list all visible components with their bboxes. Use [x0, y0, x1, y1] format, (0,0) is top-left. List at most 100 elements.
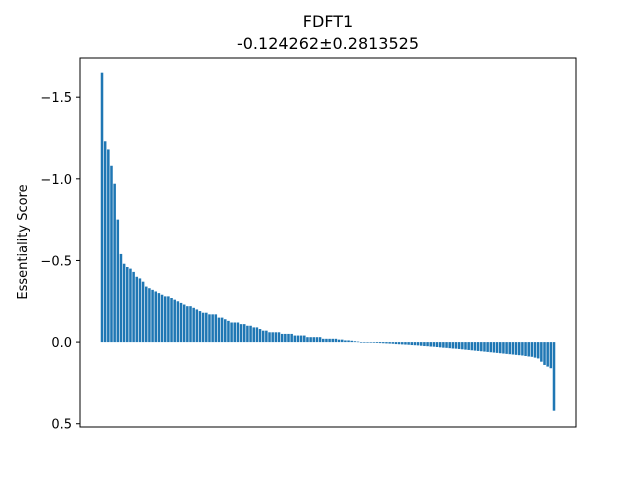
chart-subtitle: -0.124262±0.2813525 [237, 34, 419, 53]
bar [438, 342, 442, 348]
bar [328, 338, 331, 343]
bar [198, 311, 202, 343]
bar [299, 335, 303, 343]
bar [344, 340, 347, 343]
bar [173, 299, 176, 343]
bar [261, 330, 265, 343]
bar [476, 342, 480, 351]
bar [214, 314, 218, 343]
bar [499, 342, 502, 354]
bar [524, 342, 527, 356]
chart-title: FDFT1 [303, 12, 353, 31]
bar [347, 340, 350, 343]
bar [195, 309, 199, 343]
bar [517, 342, 521, 356]
bar [372, 342, 376, 343]
bar [163, 296, 167, 343]
bar [527, 342, 530, 357]
bar [132, 271, 135, 343]
y-tick-label: 0.0 [51, 336, 72, 351]
bar [350, 340, 353, 343]
bar [186, 306, 189, 343]
bar [135, 276, 139, 343]
bar [220, 317, 224, 343]
bar [287, 333, 290, 343]
bar [410, 342, 414, 346]
bar [154, 291, 157, 343]
bar [375, 342, 379, 343]
bar [549, 342, 553, 369]
bar [508, 342, 512, 355]
bar [192, 307, 195, 343]
bar [255, 327, 259, 343]
bar [334, 338, 338, 343]
bar [533, 342, 537, 358]
bar [382, 342, 385, 344]
bar [378, 342, 382, 344]
bar [138, 278, 142, 343]
bar [505, 342, 508, 354]
bar [160, 294, 164, 343]
bar [404, 342, 407, 345]
bar [394, 342, 398, 345]
bar [205, 312, 208, 343]
bar [167, 296, 170, 343]
bar [552, 342, 556, 411]
bar [208, 314, 211, 343]
bar [419, 342, 423, 346]
bar [445, 342, 448, 348]
bar [489, 342, 493, 353]
y-axis-label: Essentiality Score [16, 184, 31, 299]
bar [340, 339, 344, 343]
bar [230, 322, 233, 343]
y-tick-label: 0.5 [51, 418, 72, 433]
bar [107, 149, 110, 343]
y-tick-label: −1.5 [40, 91, 72, 106]
bar [391, 342, 395, 344]
bar [331, 338, 335, 343]
bar [366, 342, 369, 343]
bar [151, 289, 154, 343]
bar [227, 320, 230, 343]
bar [268, 332, 271, 343]
bar [369, 342, 372, 343]
bar [233, 322, 237, 343]
bar [141, 281, 145, 343]
bar [224, 319, 227, 343]
bar [521, 342, 524, 356]
bar [359, 342, 363, 343]
bar [309, 337, 312, 343]
bar [274, 332, 278, 343]
bar [483, 342, 486, 352]
bar [201, 312, 205, 343]
bar [189, 306, 192, 343]
bar [182, 304, 186, 343]
bar [246, 325, 249, 343]
bar [385, 342, 388, 344]
bar [467, 342, 470, 350]
bar [464, 342, 467, 350]
y-axis-ticks: −1.5 −1.0 −0.5 0.0 0.5 [40, 91, 80, 433]
bar [258, 329, 262, 343]
bar [536, 342, 540, 359]
bar [363, 342, 366, 343]
bar [110, 165, 113, 343]
bar [492, 342, 496, 353]
bar [312, 337, 316, 343]
bar [429, 342, 432, 347]
bar [325, 338, 328, 343]
y-tick-label: −1.0 [40, 173, 72, 188]
bar [435, 342, 439, 347]
plot-frame [79, 57, 577, 428]
bar [543, 342, 546, 365]
bar [265, 330, 268, 343]
bar [546, 342, 549, 367]
bar [315, 337, 319, 343]
bar [397, 342, 401, 345]
bar [100, 72, 104, 343]
bar [242, 324, 246, 343]
bar [122, 263, 126, 343]
bar [103, 141, 107, 343]
bar [252, 327, 255, 343]
